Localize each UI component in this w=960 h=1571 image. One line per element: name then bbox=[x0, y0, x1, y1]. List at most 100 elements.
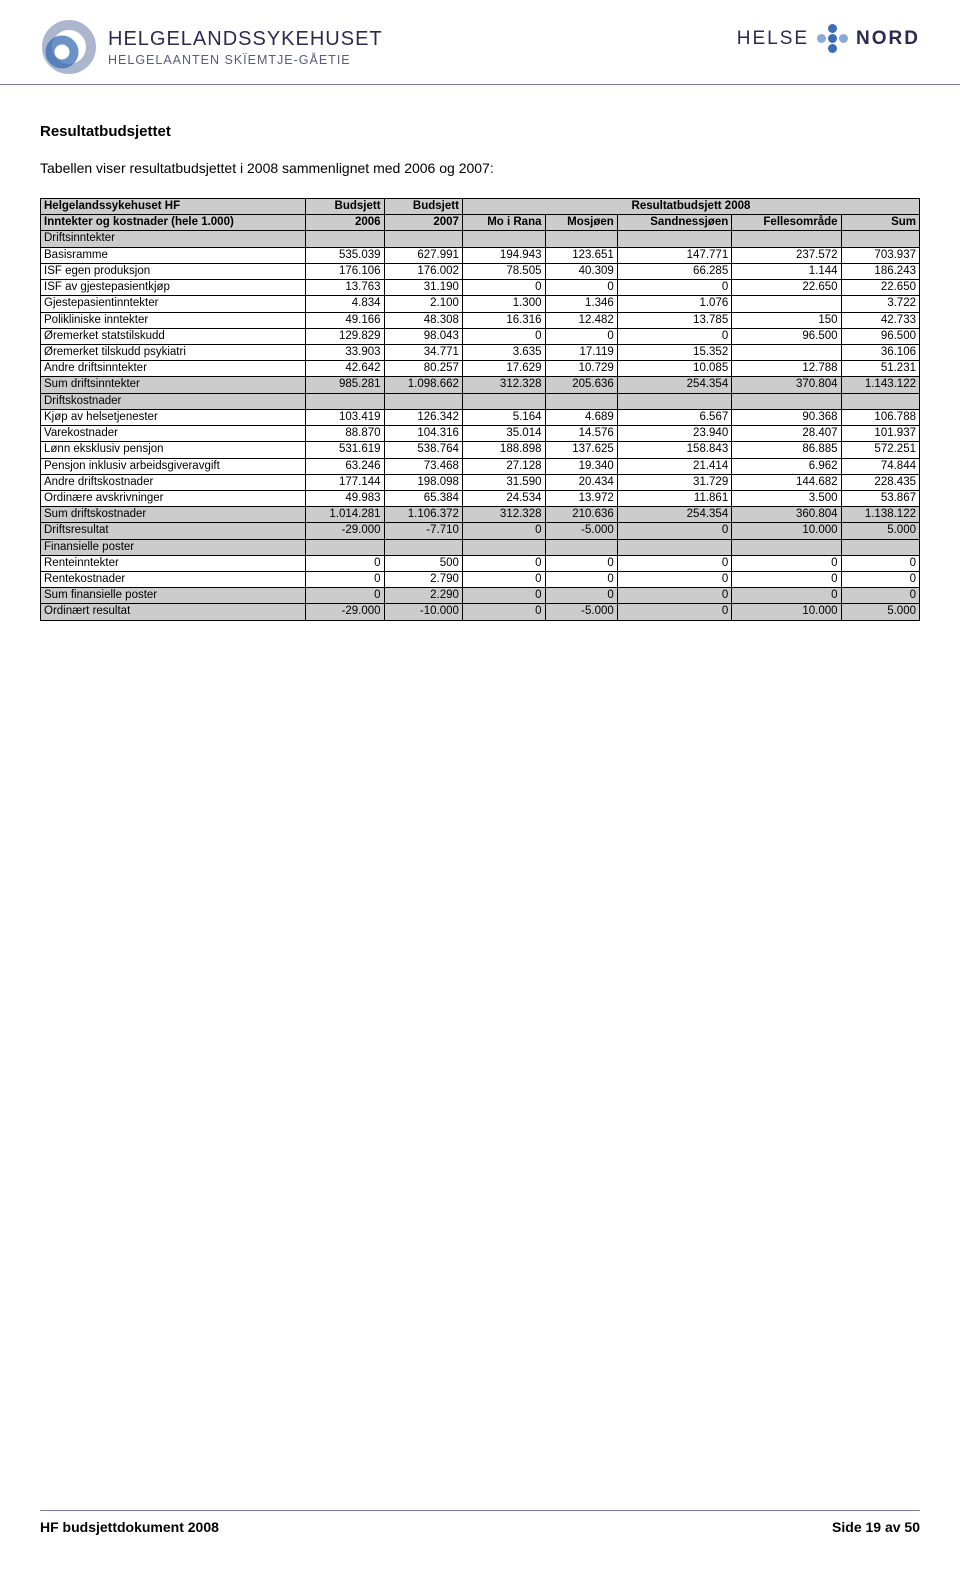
cell: 19.340 bbox=[545, 458, 617, 474]
cell: 5.000 bbox=[841, 604, 919, 620]
th-b1: Budsjett bbox=[306, 199, 384, 215]
row-label: Basisramme bbox=[41, 247, 306, 263]
cell: 572.251 bbox=[841, 442, 919, 458]
cell: 13.785 bbox=[617, 312, 731, 328]
cell: 0 bbox=[462, 572, 545, 588]
section-cell bbox=[617, 393, 731, 409]
cell: 0 bbox=[462, 523, 545, 539]
intro-text: Tabellen viser resultatbudsjettet i 2008… bbox=[40, 160, 920, 176]
section-cell bbox=[384, 539, 462, 555]
cell: 17.629 bbox=[462, 361, 545, 377]
cell: 1.138.122 bbox=[841, 507, 919, 523]
cell: 42.642 bbox=[306, 361, 384, 377]
th2-c6: Fellesområde bbox=[732, 215, 841, 231]
cell: 78.505 bbox=[462, 263, 545, 279]
th2-label: Inntekter og kostnader (hele 1.000) bbox=[41, 215, 306, 231]
cell: 147.771 bbox=[617, 247, 731, 263]
section-cell bbox=[841, 393, 919, 409]
cell: 28.407 bbox=[732, 426, 841, 442]
cell bbox=[732, 296, 841, 312]
cell: 11.861 bbox=[617, 490, 731, 506]
cell: 0 bbox=[306, 572, 384, 588]
cell: 10.000 bbox=[732, 604, 841, 620]
cell: 36.106 bbox=[841, 344, 919, 360]
section-cell bbox=[384, 231, 462, 247]
cell: 103.419 bbox=[306, 409, 384, 425]
section-cell bbox=[617, 231, 731, 247]
cell: 188.898 bbox=[462, 442, 545, 458]
row-label: ISF av gjestepasientkjøp bbox=[41, 280, 306, 296]
cell: 1.144 bbox=[732, 263, 841, 279]
cell: 1.098.662 bbox=[384, 377, 462, 393]
cell: 535.039 bbox=[306, 247, 384, 263]
cell: 5.000 bbox=[841, 523, 919, 539]
cell: 186.243 bbox=[841, 263, 919, 279]
cell: 3.500 bbox=[732, 490, 841, 506]
row-label: Øremerket statstilskudd bbox=[41, 328, 306, 344]
cell: 0 bbox=[841, 588, 919, 604]
row-label: ISF egen produksjon bbox=[41, 263, 306, 279]
cell: 22.650 bbox=[841, 280, 919, 296]
cell: -7.710 bbox=[384, 523, 462, 539]
section-cell bbox=[462, 539, 545, 555]
cell: 312.328 bbox=[462, 507, 545, 523]
cell: 360.804 bbox=[732, 507, 841, 523]
cell: 96.500 bbox=[841, 328, 919, 344]
row-label: Ordinært resultat bbox=[41, 604, 306, 620]
cell: 126.342 bbox=[384, 409, 462, 425]
cell: 205.636 bbox=[545, 377, 617, 393]
row-label: Polikliniske inntekter bbox=[41, 312, 306, 328]
cell: 123.651 bbox=[545, 247, 617, 263]
cell: 96.500 bbox=[732, 328, 841, 344]
logo-sub: HELGELAANTEN SKÏEMTJE-GÅETIE bbox=[108, 53, 383, 67]
cell: 40.309 bbox=[545, 263, 617, 279]
cell: 144.682 bbox=[732, 474, 841, 490]
cell: 627.991 bbox=[384, 247, 462, 263]
cell: 237.572 bbox=[732, 247, 841, 263]
cell: 0 bbox=[462, 328, 545, 344]
cell: 0 bbox=[545, 328, 617, 344]
cell: 34.771 bbox=[384, 344, 462, 360]
cell: 0 bbox=[617, 572, 731, 588]
cell: 27.128 bbox=[462, 458, 545, 474]
row-label: Ordinære avskrivninger bbox=[41, 490, 306, 506]
cell: 66.285 bbox=[617, 263, 731, 279]
cell: 51.231 bbox=[841, 361, 919, 377]
cell: 1.106.372 bbox=[384, 507, 462, 523]
page-header: HELGELANDSSYKEHUSET HELGELAANTEN SKÏEMTJ… bbox=[0, 0, 960, 85]
cell: 10.000 bbox=[732, 523, 841, 539]
nord-text: NORD bbox=[856, 28, 920, 50]
cell: 86.885 bbox=[732, 442, 841, 458]
page-title: Resultatbudsjettet bbox=[40, 123, 920, 140]
cell: 31.590 bbox=[462, 474, 545, 490]
cell: 6.962 bbox=[732, 458, 841, 474]
th2-c4: Mosjøen bbox=[545, 215, 617, 231]
cell: 21.414 bbox=[617, 458, 731, 474]
section-label: Driftskostnader bbox=[41, 393, 306, 409]
cell: 0 bbox=[841, 572, 919, 588]
cell: 49.166 bbox=[306, 312, 384, 328]
cell: 538.764 bbox=[384, 442, 462, 458]
th2-c1: 2006 bbox=[306, 215, 384, 231]
cell: 150 bbox=[732, 312, 841, 328]
th-label: Helgelandssykehuset HF bbox=[41, 199, 306, 215]
cell: 177.144 bbox=[306, 474, 384, 490]
section-cell bbox=[732, 231, 841, 247]
cell: 16.316 bbox=[462, 312, 545, 328]
cell: 1.143.122 bbox=[841, 377, 919, 393]
cell: 254.354 bbox=[617, 507, 731, 523]
cell: 0 bbox=[462, 555, 545, 571]
cell: 1.076 bbox=[617, 296, 731, 312]
cell: 0 bbox=[617, 328, 731, 344]
row-label: Gjestepasientinntekter bbox=[41, 296, 306, 312]
cell: -5.000 bbox=[545, 523, 617, 539]
cell: 10.729 bbox=[545, 361, 617, 377]
section-cell bbox=[545, 539, 617, 555]
cell: 0 bbox=[617, 280, 731, 296]
cell: 4.689 bbox=[545, 409, 617, 425]
section-cell bbox=[306, 231, 384, 247]
cell: 531.619 bbox=[306, 442, 384, 458]
cell: 0 bbox=[462, 604, 545, 620]
footer-left: HF budsjettdokument 2008 bbox=[40, 1519, 219, 1535]
th2-c2: 2007 bbox=[384, 215, 462, 231]
